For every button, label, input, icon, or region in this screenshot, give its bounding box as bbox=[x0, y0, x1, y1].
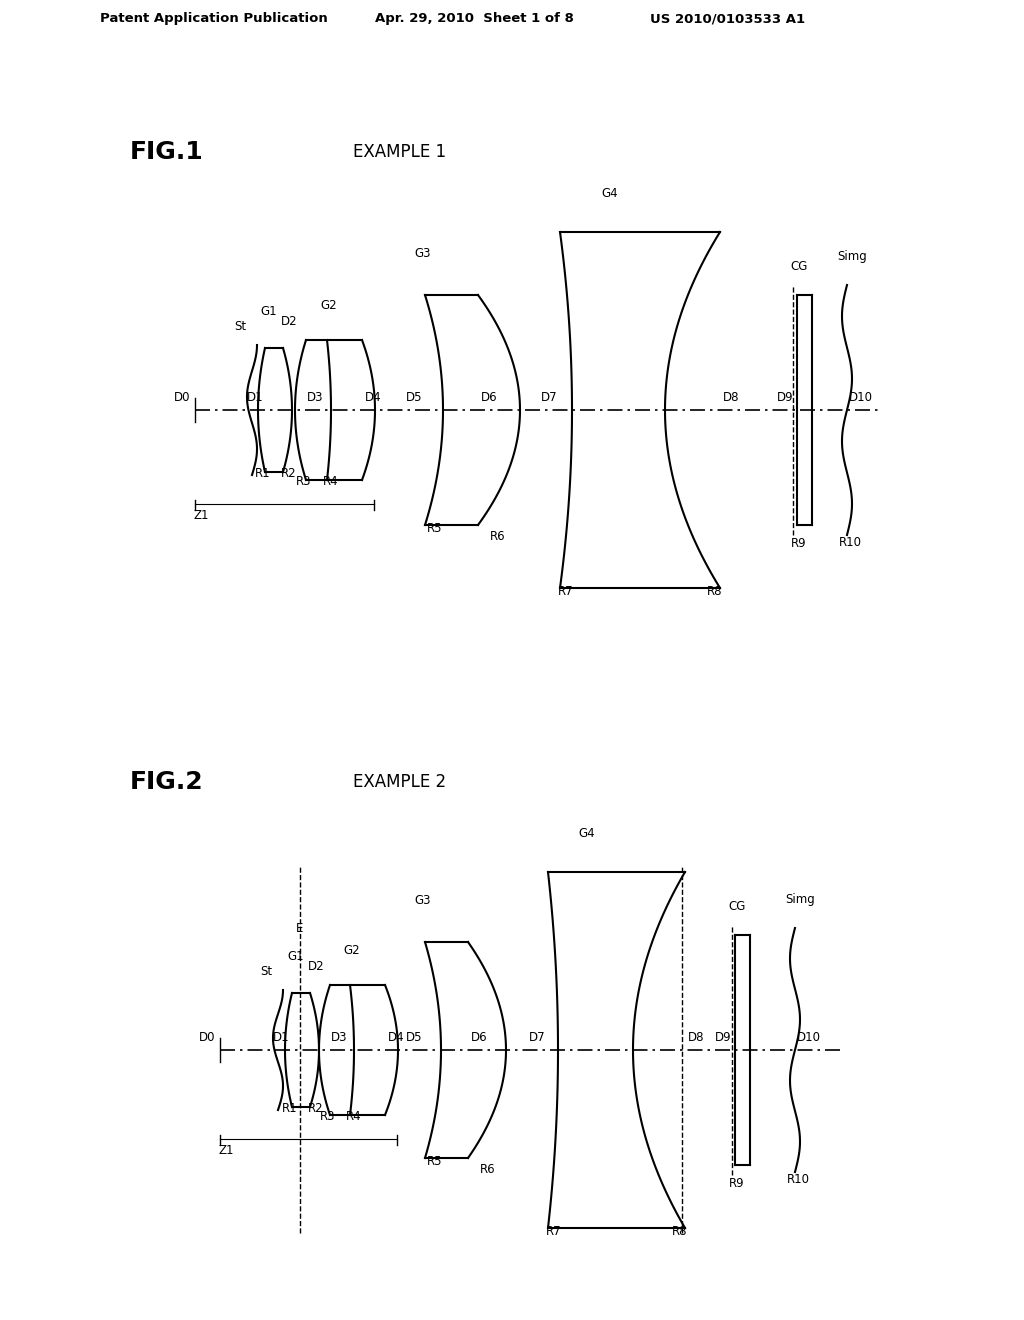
Text: D7: D7 bbox=[541, 391, 557, 404]
Text: D0: D0 bbox=[199, 1031, 215, 1044]
Text: R4: R4 bbox=[346, 1110, 361, 1123]
Text: R7: R7 bbox=[558, 585, 573, 598]
Text: D10: D10 bbox=[849, 391, 873, 404]
Text: D4: D4 bbox=[388, 1031, 404, 1044]
Text: St: St bbox=[260, 965, 272, 978]
Text: D3: D3 bbox=[331, 1031, 347, 1044]
Text: G1: G1 bbox=[261, 305, 278, 318]
Text: D9: D9 bbox=[716, 1031, 732, 1044]
Text: Simg: Simg bbox=[838, 249, 867, 263]
Text: R1: R1 bbox=[283, 1102, 298, 1115]
Text: Apr. 29, 2010  Sheet 1 of 8: Apr. 29, 2010 Sheet 1 of 8 bbox=[375, 12, 573, 25]
Text: D4: D4 bbox=[365, 391, 382, 404]
Text: US 2010/0103533 A1: US 2010/0103533 A1 bbox=[650, 12, 805, 25]
Text: G2: G2 bbox=[321, 300, 337, 312]
Text: Z1: Z1 bbox=[194, 510, 209, 521]
Text: EXAMPLE 1: EXAMPLE 1 bbox=[353, 143, 446, 161]
Text: D10: D10 bbox=[797, 1031, 821, 1044]
Text: R10: R10 bbox=[786, 1173, 810, 1185]
Text: D9: D9 bbox=[777, 391, 794, 404]
Text: D5: D5 bbox=[406, 1031, 422, 1044]
Text: R3: R3 bbox=[321, 1110, 336, 1123]
Text: G3: G3 bbox=[415, 894, 431, 907]
Text: D1: D1 bbox=[247, 391, 263, 404]
Text: R4: R4 bbox=[324, 475, 339, 488]
Text: G3: G3 bbox=[415, 247, 431, 260]
Text: D2: D2 bbox=[307, 960, 325, 973]
Text: Patent Application Publication: Patent Application Publication bbox=[100, 12, 328, 25]
Text: D3: D3 bbox=[307, 391, 324, 404]
Text: G4: G4 bbox=[579, 828, 595, 840]
Text: R7: R7 bbox=[546, 1225, 562, 1238]
Text: G4: G4 bbox=[602, 187, 618, 201]
Text: D6: D6 bbox=[481, 391, 498, 404]
Text: D6: D6 bbox=[471, 1031, 487, 1044]
Text: D0: D0 bbox=[173, 391, 190, 404]
Text: Simg: Simg bbox=[785, 894, 815, 906]
Text: R2: R2 bbox=[308, 1102, 324, 1115]
Text: R3: R3 bbox=[296, 475, 311, 488]
Text: R1: R1 bbox=[255, 467, 270, 480]
Text: R10: R10 bbox=[839, 536, 861, 549]
Text: D7: D7 bbox=[528, 1031, 545, 1044]
Text: G1: G1 bbox=[288, 950, 304, 964]
Text: R8: R8 bbox=[672, 1225, 688, 1238]
Text: Z1: Z1 bbox=[218, 1144, 233, 1158]
Text: R9: R9 bbox=[729, 1177, 744, 1191]
Text: R8: R8 bbox=[708, 585, 723, 598]
Text: D8: D8 bbox=[688, 1031, 705, 1044]
Text: R5: R5 bbox=[427, 1155, 442, 1168]
Text: D8: D8 bbox=[723, 391, 739, 404]
Text: FIG.2: FIG.2 bbox=[130, 770, 204, 795]
Text: E: E bbox=[296, 921, 304, 935]
Text: D1: D1 bbox=[273, 1031, 290, 1044]
Text: R6: R6 bbox=[480, 1163, 496, 1176]
Text: R9: R9 bbox=[792, 537, 807, 550]
Text: EXAMPLE 2: EXAMPLE 2 bbox=[353, 774, 446, 791]
Text: CG: CG bbox=[728, 900, 745, 913]
Text: D2: D2 bbox=[281, 315, 297, 327]
Text: R6: R6 bbox=[490, 531, 506, 543]
Text: R5: R5 bbox=[427, 521, 442, 535]
Text: FIG.1: FIG.1 bbox=[130, 140, 204, 164]
Text: G2: G2 bbox=[344, 944, 360, 957]
Text: D5: D5 bbox=[406, 391, 422, 404]
Text: R2: R2 bbox=[282, 467, 297, 480]
Text: St: St bbox=[233, 319, 246, 333]
Text: CG: CG bbox=[791, 260, 808, 273]
